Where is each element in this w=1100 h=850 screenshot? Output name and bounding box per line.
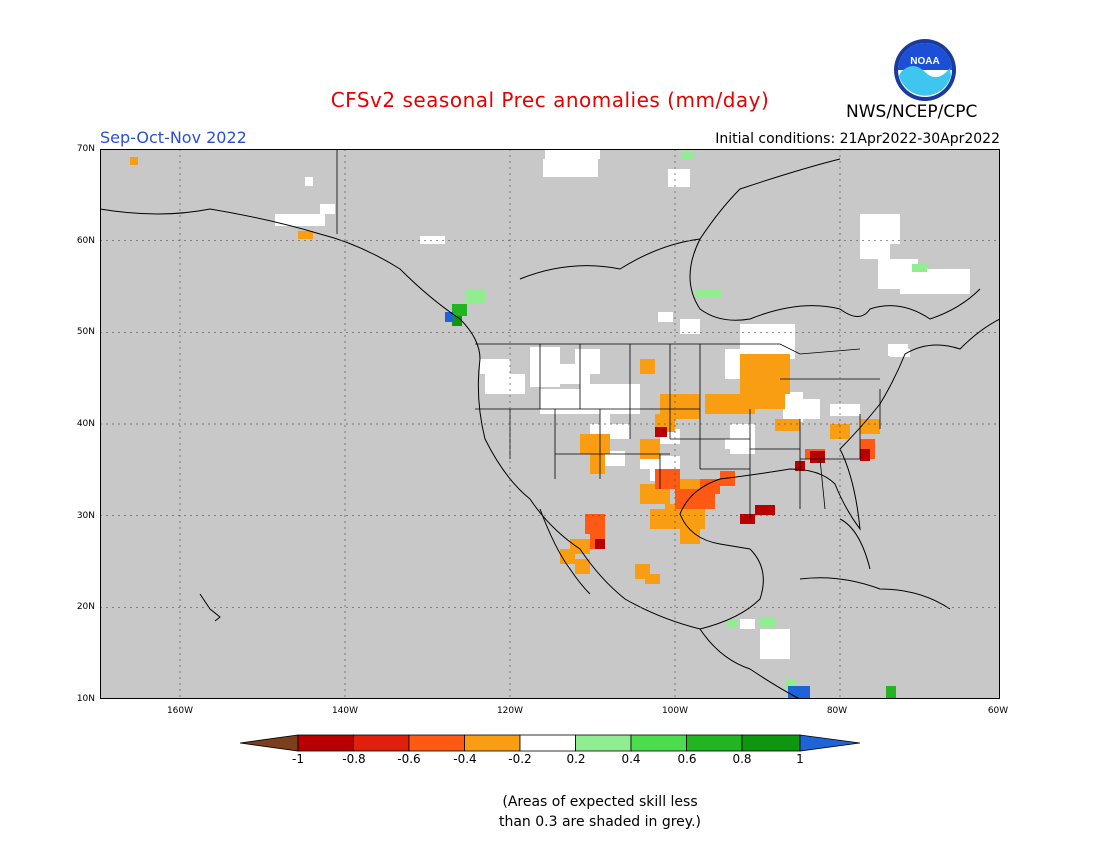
lon-label-140w: 140W: [331, 706, 359, 716]
legend-tick-label: -0.4: [453, 752, 477, 766]
legend-swatch-9: [741, 734, 801, 752]
legend-tick-label: -0.6: [397, 752, 421, 766]
lat-label-60n: 60N: [76, 236, 95, 246]
footnote-line-2: than 0.3 are shaded in grey.): [498, 814, 701, 830]
noaa-logo-text: NOAA: [910, 56, 939, 67]
noaa-logo: NOAA: [894, 39, 956, 101]
footnote-line-1: (Areas of expected skill less: [502, 794, 698, 810]
legend-tick-label: 1: [796, 752, 804, 766]
legend-swatch-3: [408, 734, 465, 752]
lat-label-70n: 70N: [76, 144, 95, 154]
lon-label-80w: 80W: [826, 706, 848, 716]
season-label: Sep-Oct-Nov 2022: [100, 128, 247, 147]
lat-label-30n: 30N: [76, 511, 95, 521]
legend-tick-label: -1: [292, 752, 304, 766]
skill-footnote: (Areas of expected skill less than 0.3 a…: [430, 792, 770, 832]
legend-swatch-2: [353, 734, 410, 752]
legend-swatch-6: [575, 734, 632, 752]
legend-tick-label: 0.6: [677, 752, 697, 766]
legend-tick-label: 0.4: [621, 752, 641, 766]
legend-swatch-4: [464, 734, 521, 752]
legend-tick-label: -0.2: [508, 752, 532, 766]
lon-label-120w: 120W: [496, 706, 524, 716]
legend-tick-label: 0.8: [732, 752, 752, 766]
lon-label-160w: 160W: [166, 706, 194, 716]
lat-label-20n: 20N: [76, 602, 95, 612]
legend-swatch-8: [686, 734, 743, 752]
legend-swatch-above-1: [799, 734, 861, 752]
map-title: CFSv2 seasonal Prec anomalies (mm/day): [330, 88, 770, 112]
lon-label-60w: 60W: [987, 706, 1009, 716]
lon-label-100w: 100W: [661, 706, 689, 716]
lat-label-50n: 50N: [76, 327, 95, 337]
organization-label: NWS/NCEP/CPC: [846, 102, 978, 122]
legend-swatch-5: [519, 734, 576, 752]
legend-swatch-below-minus-1: [240, 734, 299, 752]
legend-swatch-7: [630, 734, 687, 752]
legend-tick-label: 0.2: [566, 752, 586, 766]
legend-tick-label: -0.8: [342, 752, 366, 766]
lat-label-40n: 40N: [76, 419, 95, 429]
anomaly-map: [100, 149, 1000, 699]
color-legend-bar: [240, 734, 861, 752]
graticule: [100, 149, 1000, 699]
lat-label-10n: 10N: [76, 694, 95, 704]
neutral-anomaly-regions: [275, 149, 970, 659]
legend-swatch-1: [297, 734, 354, 752]
political-boundaries: [336, 149, 881, 519]
initial-conditions-label: Initial conditions: 21Apr2022-30Apr2022: [715, 131, 1000, 147]
